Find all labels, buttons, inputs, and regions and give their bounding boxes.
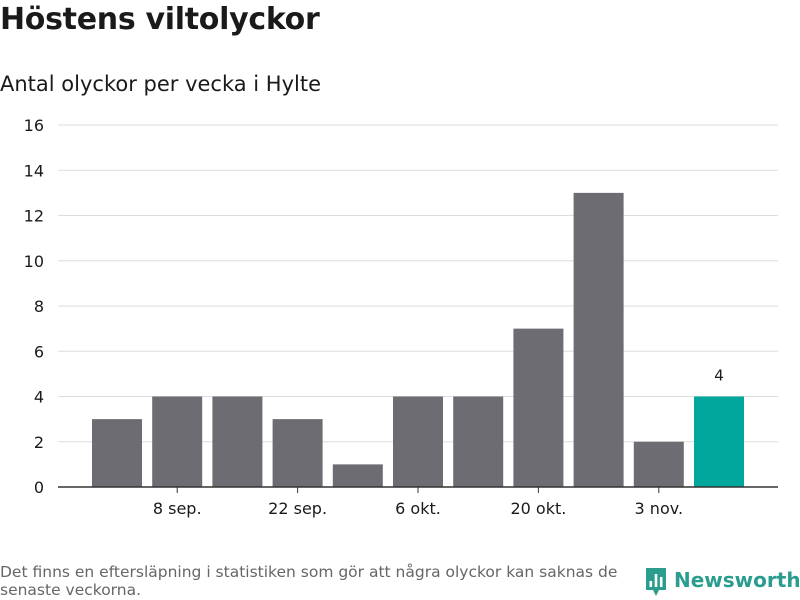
x-tick-label: 22 sep.	[268, 499, 327, 518]
footnote: Det finns en eftersläpning i statistiken…	[0, 563, 618, 599]
brand-logo: Newsworthy	[644, 566, 800, 600]
y-tick-label: 14	[24, 161, 44, 180]
y-tick-label: 6	[34, 342, 44, 361]
x-axis-ticks: 8 sep. 22 sep. 6 okt. 20 okt. 3 nov.	[153, 487, 683, 518]
bar	[513, 328, 564, 487]
y-tick-label: 2	[34, 433, 44, 452]
bar	[393, 396, 443, 487]
bar	[694, 396, 744, 487]
x-tick-label: 6 okt.	[395, 499, 441, 518]
y-tick-label: 0	[34, 478, 44, 497]
y-tick-label: 8	[34, 297, 44, 316]
bar	[212, 396, 263, 487]
bar	[633, 441, 684, 487]
chart-subtitle: Antal olyckor per vecka i Hylte	[0, 72, 322, 96]
bar	[573, 192, 624, 487]
x-tick-label: 20 okt.	[510, 499, 566, 518]
bar-chart: 0 2 4 6 8 10 12 14 16 4 8 sep. 22 sep. 6 okt. 20 ok…	[24, 116, 778, 518]
chart-title: Höstens viltolyckor	[0, 2, 320, 37]
bar	[272, 419, 323, 487]
x-tick-label: 3 nov.	[635, 499, 684, 518]
y-tick-label: 4	[34, 388, 44, 407]
newsworthy-logo-icon	[646, 568, 666, 596]
bar	[453, 396, 504, 487]
bar	[92, 419, 142, 487]
y-tick-label: 12	[24, 207, 44, 226]
data-labels: 4	[714, 367, 724, 385]
x-tick-label: 8 sep.	[153, 499, 202, 518]
y-axis-ticks: 0 2 4 6 8 10 12 14 16	[24, 116, 44, 497]
bar	[332, 464, 383, 487]
bars	[92, 192, 744, 487]
brand-name: Newsworthy	[674, 568, 800, 592]
gridlines	[58, 124, 778, 443]
y-tick-label: 10	[24, 252, 44, 271]
data-label: 4	[714, 367, 724, 385]
bar	[152, 396, 203, 487]
y-tick-label: 16	[24, 116, 44, 135]
